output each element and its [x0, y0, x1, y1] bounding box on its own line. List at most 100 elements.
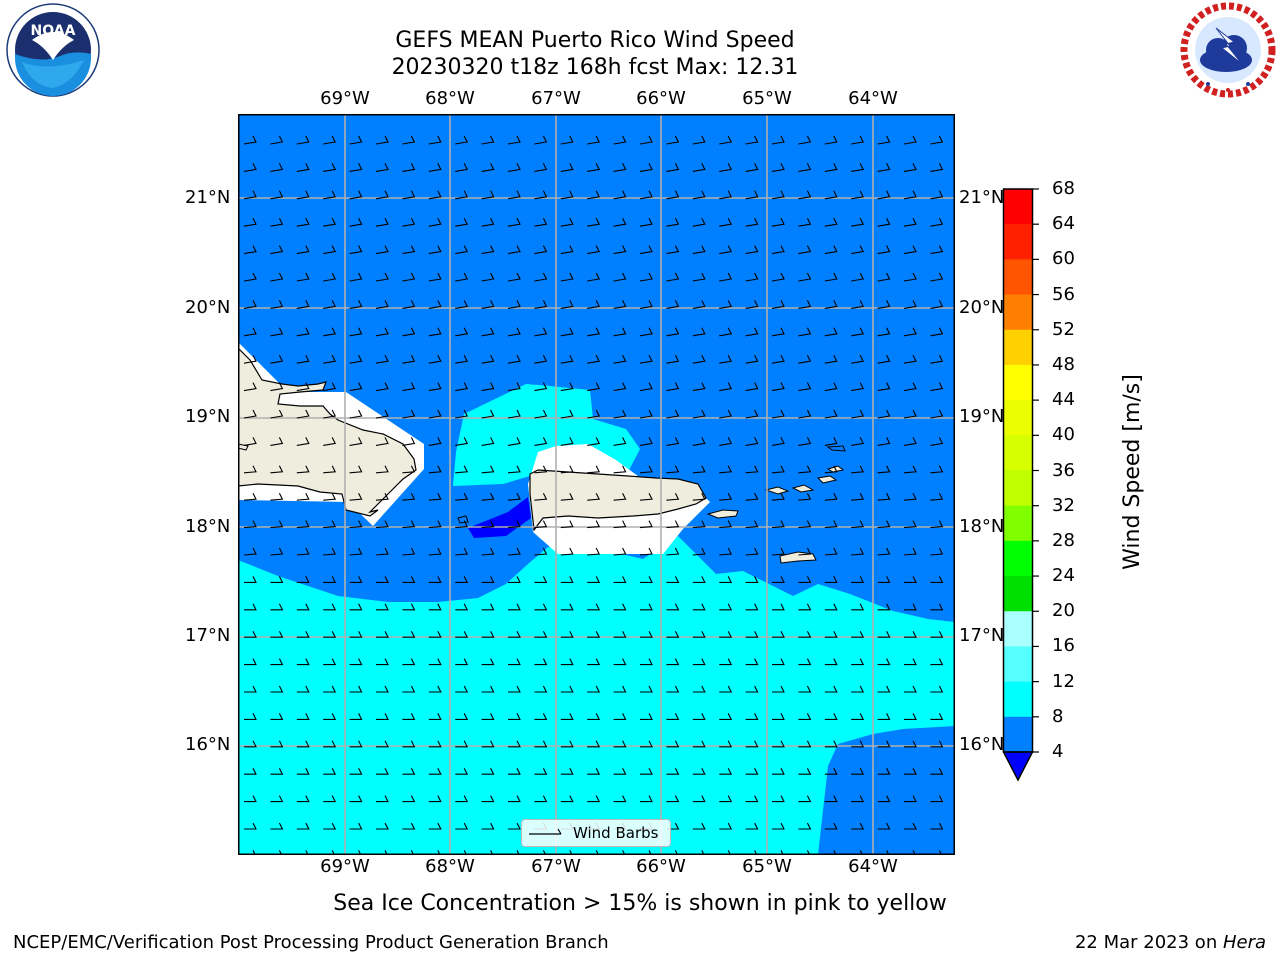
wind-barb	[771, 272, 785, 282]
wind-barb	[507, 190, 521, 200]
wind-barb	[877, 576, 891, 583]
wind-barb	[587, 603, 601, 611]
wind-barb	[516, 850, 520, 855]
wind-barb	[745, 685, 759, 693]
wind-barb	[243, 190, 257, 200]
wind-barb	[877, 300, 891, 309]
wind-barb	[270, 767, 284, 775]
wind-barb	[296, 465, 310, 474]
wind-barb	[587, 300, 601, 309]
wind-barb	[402, 603, 416, 611]
lon-label-top-68w: 68°W	[425, 88, 475, 109]
wind-barb	[719, 382, 733, 392]
wind-barb	[877, 492, 891, 501]
wind-barb	[692, 217, 706, 227]
wind-barb	[640, 630, 653, 638]
wind-barb	[428, 135, 442, 145]
wind-barb	[692, 658, 706, 666]
wind-barb	[798, 190, 812, 200]
wind-barb	[587, 795, 601, 803]
wind-barb	[428, 603, 442, 611]
wind-barb	[877, 658, 891, 666]
wind-barb	[244, 822, 257, 830]
wind-barb	[534, 520, 548, 529]
wind-barb	[719, 658, 733, 666]
wind-barb	[349, 272, 363, 282]
wind-barb	[455, 520, 469, 529]
wind-barb	[877, 630, 891, 638]
wind-barb	[508, 795, 521, 803]
wind-barb	[507, 409, 521, 419]
wind-barb	[428, 713, 442, 720]
wind-barb	[402, 767, 416, 775]
wind-barb	[534, 795, 548, 803]
wind-barb	[824, 685, 838, 693]
wind-barb	[745, 354, 759, 364]
wind-barb	[508, 603, 521, 611]
wind-barb	[428, 767, 442, 775]
wind-barb	[375, 354, 389, 364]
lon-label-top-66w: 66°W	[636, 88, 686, 109]
wind-barb	[560, 409, 574, 419]
wind-barb	[402, 135, 416, 145]
wind-barb	[402, 492, 416, 501]
wind-barb	[402, 327, 416, 337]
wind-barb	[560, 300, 574, 309]
wind-barb	[904, 576, 917, 583]
wind-barb	[270, 658, 284, 666]
wind-barb	[719, 465, 733, 474]
wind-barb	[270, 190, 284, 200]
wind-barb	[859, 850, 864, 855]
wind-barb	[270, 492, 284, 501]
wind-barb	[771, 135, 785, 145]
wind-barb	[771, 409, 785, 419]
wind-barb	[666, 767, 680, 775]
wind-barb	[560, 795, 574, 803]
wind-barb	[719, 327, 733, 337]
wind-barb	[692, 382, 706, 392]
wind-barb	[402, 163, 416, 172]
wind-barb	[587, 520, 601, 529]
wind-barb	[639, 465, 653, 474]
wind-barb	[771, 492, 785, 501]
wind-barb	[508, 658, 521, 666]
wind-barb	[455, 327, 469, 337]
wind-barb	[481, 740, 495, 748]
wind-speed-map	[238, 114, 955, 855]
wind-barb	[640, 685, 653, 693]
wind-barb	[349, 713, 363, 720]
wind-barb	[903, 135, 917, 145]
wind-barb	[851, 547, 865, 556]
wind-barb	[323, 217, 337, 227]
wind-barb	[639, 382, 653, 392]
wind-barb	[851, 272, 865, 282]
wind-barb	[323, 630, 337, 638]
wind-barb	[639, 547, 653, 556]
wind-barb	[930, 603, 944, 611]
wind-barb	[534, 767, 548, 775]
wind-barb	[349, 767, 363, 775]
wind-barb	[851, 685, 865, 693]
wind-barb	[771, 163, 785, 172]
map-legend: Wind Barbs	[521, 819, 671, 847]
wind-barb	[824, 300, 838, 309]
wind-barb	[534, 492, 548, 501]
wind-barb	[323, 520, 337, 529]
wind-barb	[824, 767, 838, 775]
wind-barb	[243, 409, 257, 419]
wind-barb	[745, 603, 759, 611]
wind-barb	[719, 520, 733, 529]
wind-barb	[455, 767, 469, 775]
wind-barb	[534, 713, 548, 720]
wind-barb	[666, 603, 680, 611]
wind-barb	[824, 409, 838, 419]
wind-barb	[692, 465, 706, 474]
wind-barb	[402, 795, 416, 803]
colorbar-band	[1003, 576, 1033, 612]
wind-barb	[481, 354, 495, 364]
wind-barb	[270, 135, 284, 145]
wind-barb	[877, 822, 891, 830]
wind-barb	[428, 217, 442, 227]
wind-barb	[376, 713, 389, 720]
wind-barb	[587, 354, 601, 364]
